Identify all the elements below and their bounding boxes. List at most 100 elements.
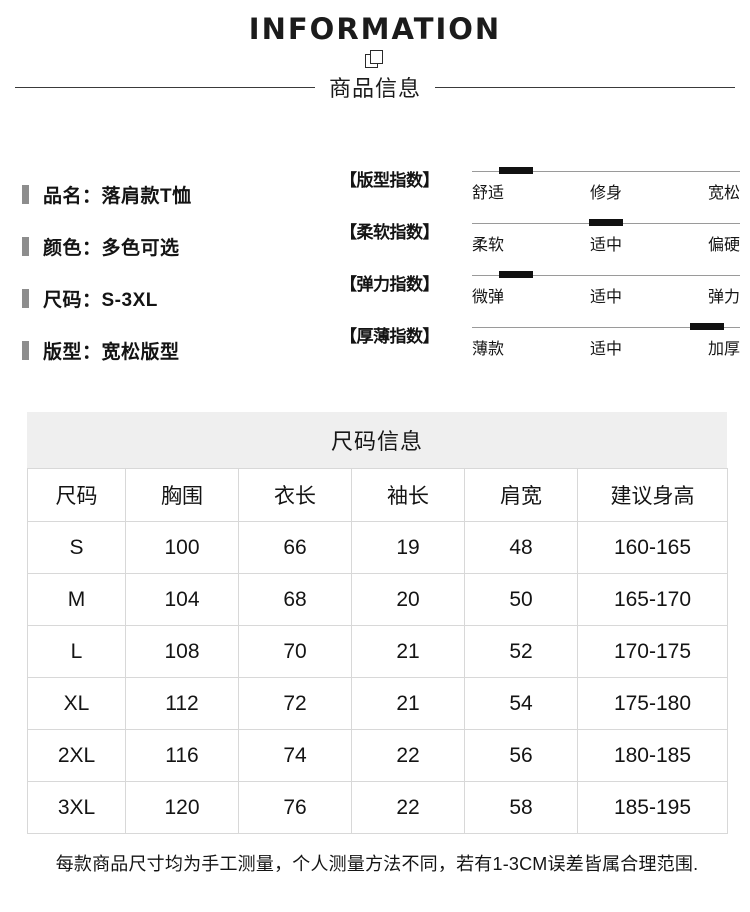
index-label: 【版型指数】 xyxy=(340,171,440,190)
cell-shoulder: 58 xyxy=(464,781,578,834)
square-front xyxy=(370,50,383,64)
scale-label-high: 加厚 xyxy=(707,341,740,358)
column-header: 袖长 xyxy=(351,468,465,522)
table-row: M 104 68 20 50 165-170 xyxy=(27,573,728,626)
divider-left xyxy=(14,86,315,88)
page-header: INFORMATION 商品信息 xyxy=(0,0,750,110)
column-header: 肩宽 xyxy=(464,468,578,522)
cell-height: 180-185 xyxy=(577,729,728,782)
measurement-disclaimer: 每款商品尺寸均为手工测量，个人测量方法不同，若有1-3CM误差皆属合理范围. xyxy=(55,854,699,874)
index-slider-elasticity: 微弹 适中 弹力 xyxy=(472,264,740,310)
scale-label-low: 微弹 xyxy=(472,289,505,306)
cell-sleeve: 20 xyxy=(351,573,465,626)
cell-length: 70 xyxy=(238,625,352,678)
scale-label-high: 偏硬 xyxy=(707,237,740,254)
index-row-elasticity: 【弹力指数】 微弹 适中 弹力 xyxy=(340,264,740,316)
cell-height: 160-165 xyxy=(577,521,728,574)
index-label: 【柔软指数】 xyxy=(340,223,440,242)
scale-label-low: 柔软 xyxy=(472,237,505,254)
slider-track xyxy=(472,171,740,172)
divider-right xyxy=(435,86,735,88)
bullet-icon xyxy=(22,340,29,360)
size-table-title: 尺码信息 xyxy=(27,412,727,468)
slider-marker xyxy=(498,271,533,278)
cell-bust: 120 xyxy=(125,781,239,834)
index-row-softness: 【柔软指数】 柔软 适中 偏硬 xyxy=(340,212,740,264)
slider-marker xyxy=(498,167,533,174)
cell-length: 74 xyxy=(238,729,352,782)
table-header-row: 尺码 胸围 衣长 袖长 肩宽 建议身高 xyxy=(27,468,728,522)
index-row-fit: 【版型指数】 舒适 修身 宽松 xyxy=(340,160,740,212)
index-label: 【弹力指数】 xyxy=(340,275,440,294)
cell-length: 68 xyxy=(238,573,352,626)
slider-scale: 微弹 适中 弹力 xyxy=(472,283,740,307)
scale-label-mid: 适中 xyxy=(589,237,622,254)
bullet-icon xyxy=(22,288,29,308)
scale-label-high: 弹力 xyxy=(707,289,740,306)
cell-shoulder: 56 xyxy=(464,729,578,782)
cell-bust: 108 xyxy=(125,625,239,678)
cell-size: XL xyxy=(27,677,126,730)
spec-text: 尺码：S-3XL xyxy=(43,289,158,311)
size-table: 尺码 胸围 衣长 袖长 肩宽 建议身高 S 100 66 19 48 160-1… xyxy=(27,468,728,834)
column-header: 胸围 xyxy=(125,468,239,522)
slider-scale: 柔软 适中 偏硬 xyxy=(472,231,740,255)
index-slider-softness: 柔软 适中 偏硬 xyxy=(472,212,740,258)
cell-length: 66 xyxy=(238,521,352,574)
table-row: 2XL 116 74 22 56 180-185 xyxy=(27,729,728,782)
column-header: 衣长 xyxy=(238,468,352,522)
spec-text: 品名：落肩款T恤 xyxy=(43,185,192,207)
spec-text: 颜色：多色可选 xyxy=(43,237,180,259)
cell-size: S xyxy=(27,521,126,574)
bullet-icon xyxy=(22,236,29,256)
scale-label-low: 舒适 xyxy=(472,185,505,202)
cell-sleeve: 21 xyxy=(351,625,465,678)
cell-bust: 112 xyxy=(125,677,239,730)
index-label: 【厚薄指数】 xyxy=(340,327,440,346)
cell-shoulder: 50 xyxy=(464,573,578,626)
size-information-block: 尺码信息 尺码 胸围 衣长 袖长 肩宽 建议身高 S 100 66 19 48 xyxy=(27,412,728,892)
table-row: XL 112 72 21 54 175-180 xyxy=(27,677,728,730)
cell-height: 170-175 xyxy=(577,625,728,678)
slider-scale: 薄款 适中 加厚 xyxy=(472,335,740,359)
scale-label-mid: 适中 xyxy=(589,289,622,306)
cell-sleeve: 21 xyxy=(351,677,465,730)
cell-bust: 104 xyxy=(125,573,239,626)
cell-size: 2XL xyxy=(27,729,126,782)
cell-shoulder: 52 xyxy=(464,625,578,678)
page-subtitle: 商品信息 xyxy=(328,76,421,101)
cell-shoulder: 48 xyxy=(464,521,578,574)
cell-size: L xyxy=(27,625,126,678)
cell-sleeve: 22 xyxy=(351,729,465,782)
cell-bust: 116 xyxy=(125,729,239,782)
spec-item-fit: 版型：宽松版型 xyxy=(22,324,342,376)
slider-track xyxy=(472,327,740,328)
table-row: 3XL 120 76 22 58 185-195 xyxy=(27,781,728,834)
slider-marker xyxy=(689,323,724,330)
cell-length: 72 xyxy=(238,677,352,730)
spec-item-size: 尺码：S-3XL xyxy=(22,272,342,324)
cell-height: 185-195 xyxy=(577,781,728,834)
scale-label-high: 宽松 xyxy=(707,185,740,202)
cell-bust: 100 xyxy=(125,521,239,574)
product-index-list: 【版型指数】 舒适 修身 宽松 【柔软指数】 柔软 适中 偏硬 【弹力指数】 xyxy=(340,160,740,368)
column-header: 建议身高 xyxy=(577,468,728,522)
spec-item-color: 颜色：多色可选 xyxy=(22,220,342,272)
cell-shoulder: 54 xyxy=(464,677,578,730)
cell-height: 175-180 xyxy=(577,677,728,730)
spec-text: 版型：宽松版型 xyxy=(43,341,180,363)
column-header: 尺码 xyxy=(27,468,126,522)
slider-track xyxy=(472,275,740,276)
subtitle-row: 商品信息 xyxy=(0,70,750,104)
product-spec-list: 品名：落肩款T恤 颜色：多色可选 尺码：S-3XL 版型：宽松版型 xyxy=(22,168,342,376)
index-slider-thickness: 薄款 适中 加厚 xyxy=(472,316,740,362)
cell-sleeve: 19 xyxy=(351,521,465,574)
bullet-icon xyxy=(22,184,29,204)
slider-marker xyxy=(589,219,623,226)
cell-size: 3XL xyxy=(27,781,126,834)
overlapping-squares-icon xyxy=(365,50,385,70)
slider-scale: 舒适 修身 宽松 xyxy=(472,179,740,203)
table-row: S 100 66 19 48 160-165 xyxy=(27,521,728,574)
index-slider-fit: 舒适 修身 宽松 xyxy=(472,160,740,206)
cell-length: 76 xyxy=(238,781,352,834)
